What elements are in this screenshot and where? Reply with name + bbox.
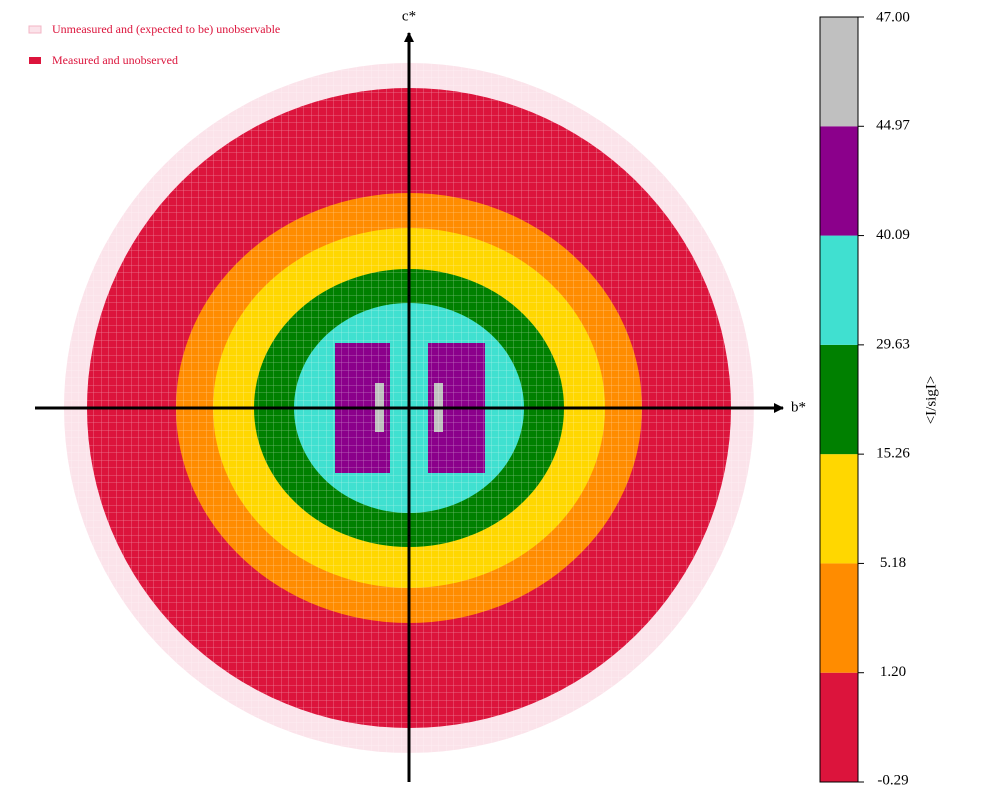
y-axis-label: c* — [402, 8, 416, 24]
legend-swatch — [28, 25, 42, 34]
colorbar-bin — [820, 672, 858, 782]
legend-label: Measured and unobserved — [52, 53, 178, 67]
colorbar-bin — [820, 563, 858, 673]
colorbar-tick-label: 1.20 — [880, 664, 906, 680]
colorbar-tick-label: 29.63 — [876, 336, 910, 352]
colorbar-tick-label: 5.18 — [880, 555, 906, 571]
overlay: b* c* Unmeasured and (expected to be) unob… — [28, 8, 939, 788]
colorbar-bin — [820, 454, 858, 564]
colorbar-tick-label: 40.09 — [876, 227, 910, 243]
colorbar-tick-label: 44.97 — [876, 118, 910, 134]
colorbar-bin — [820, 235, 858, 345]
colorbar-bin — [820, 17, 858, 127]
colorbar-bin — [820, 126, 858, 236]
colorbar-tick-label: 15.26 — [876, 446, 910, 462]
colorbar-bin — [820, 344, 858, 455]
colorbar-frame — [819, 16, 859, 783]
colorbar-tick-label: -0.29 — [877, 772, 908, 788]
x-axis-label: b* — [791, 399, 806, 415]
colorbar-tick-label: 47.00 — [876, 9, 910, 25]
colorbar-label: <I/sigI> — [923, 376, 939, 425]
legend-swatch — [29, 57, 41, 64]
legend-label: Unmeasured and (expected to be) unobserv… — [52, 22, 280, 36]
